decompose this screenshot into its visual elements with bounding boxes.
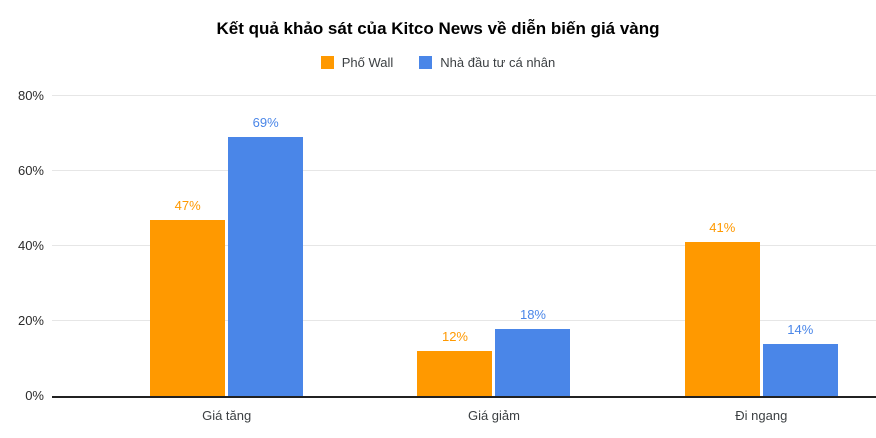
bar: 47% bbox=[150, 198, 226, 396]
y-axis: 0% 20% 40% 60% 80% bbox=[0, 88, 44, 403]
category-label: Đi ngang bbox=[735, 408, 788, 423]
bar: 41% bbox=[684, 220, 760, 396]
bar-value-label: 18% bbox=[519, 306, 546, 322]
legend-label-pho-wall: Phố Wall bbox=[341, 55, 394, 70]
bar: 14% bbox=[762, 322, 838, 396]
category-label: Giá giảm bbox=[467, 408, 520, 423]
category-label: Giá tăng bbox=[202, 408, 252, 423]
legend-label-nha-dau-tu-ca-nhan: Nhà đầu tư cá nhân bbox=[440, 55, 556, 70]
bar: 12% bbox=[417, 329, 493, 396]
plot-area: 47% 69% Giá tăng 12% 18% Giá giảm 41% 14% Đi nga… bbox=[52, 95, 876, 423]
legend-swatch-orange-icon bbox=[320, 56, 334, 69]
y-axis-label: 20% bbox=[17, 313, 44, 328]
gridline bbox=[52, 170, 876, 171]
bar-value-label: 41% bbox=[709, 220, 736, 236]
bar-group: 12% 18% Giá giảm bbox=[360, 96, 627, 423]
bar-group: 41% 14% Đi ngang bbox=[628, 96, 876, 423]
gridline bbox=[52, 95, 876, 96]
legend: Phố Wall Nhà đầu tư cá nhân bbox=[0, 55, 876, 70]
y-axis-label: 60% bbox=[17, 163, 44, 178]
gridline bbox=[52, 245, 876, 246]
bar-value-label: 14% bbox=[787, 321, 814, 337]
chart-title: Kết quả khảo sát của Kitco News về diễn … bbox=[216, 19, 660, 38]
bar: 18% bbox=[495, 307, 571, 396]
gridline bbox=[52, 320, 876, 321]
legend-swatch-blue-icon bbox=[419, 56, 433, 69]
bar-value-label: 69% bbox=[252, 115, 279, 131]
y-axis-label: 40% bbox=[17, 238, 44, 253]
y-axis-label: 0% bbox=[25, 388, 44, 403]
legend-item-nha-dau-tu-ca-nhan: Nhà đầu tư cá nhân bbox=[419, 55, 555, 70]
chart-wrapper: 0% 20% 40% 60% 80% 47% 69% Giá tăng 12% 18% Giá g… bbox=[0, 88, 876, 423]
bar-value-label: 47% bbox=[174, 197, 201, 213]
bar-value-label: 12% bbox=[441, 329, 468, 344]
y-axis-label: 80% bbox=[17, 88, 44, 103]
bar: 69% bbox=[228, 115, 304, 396]
bar-group: 47% 69% Giá tăng bbox=[93, 96, 360, 423]
legend-item-pho-wall: Phố Wall bbox=[320, 55, 394, 70]
